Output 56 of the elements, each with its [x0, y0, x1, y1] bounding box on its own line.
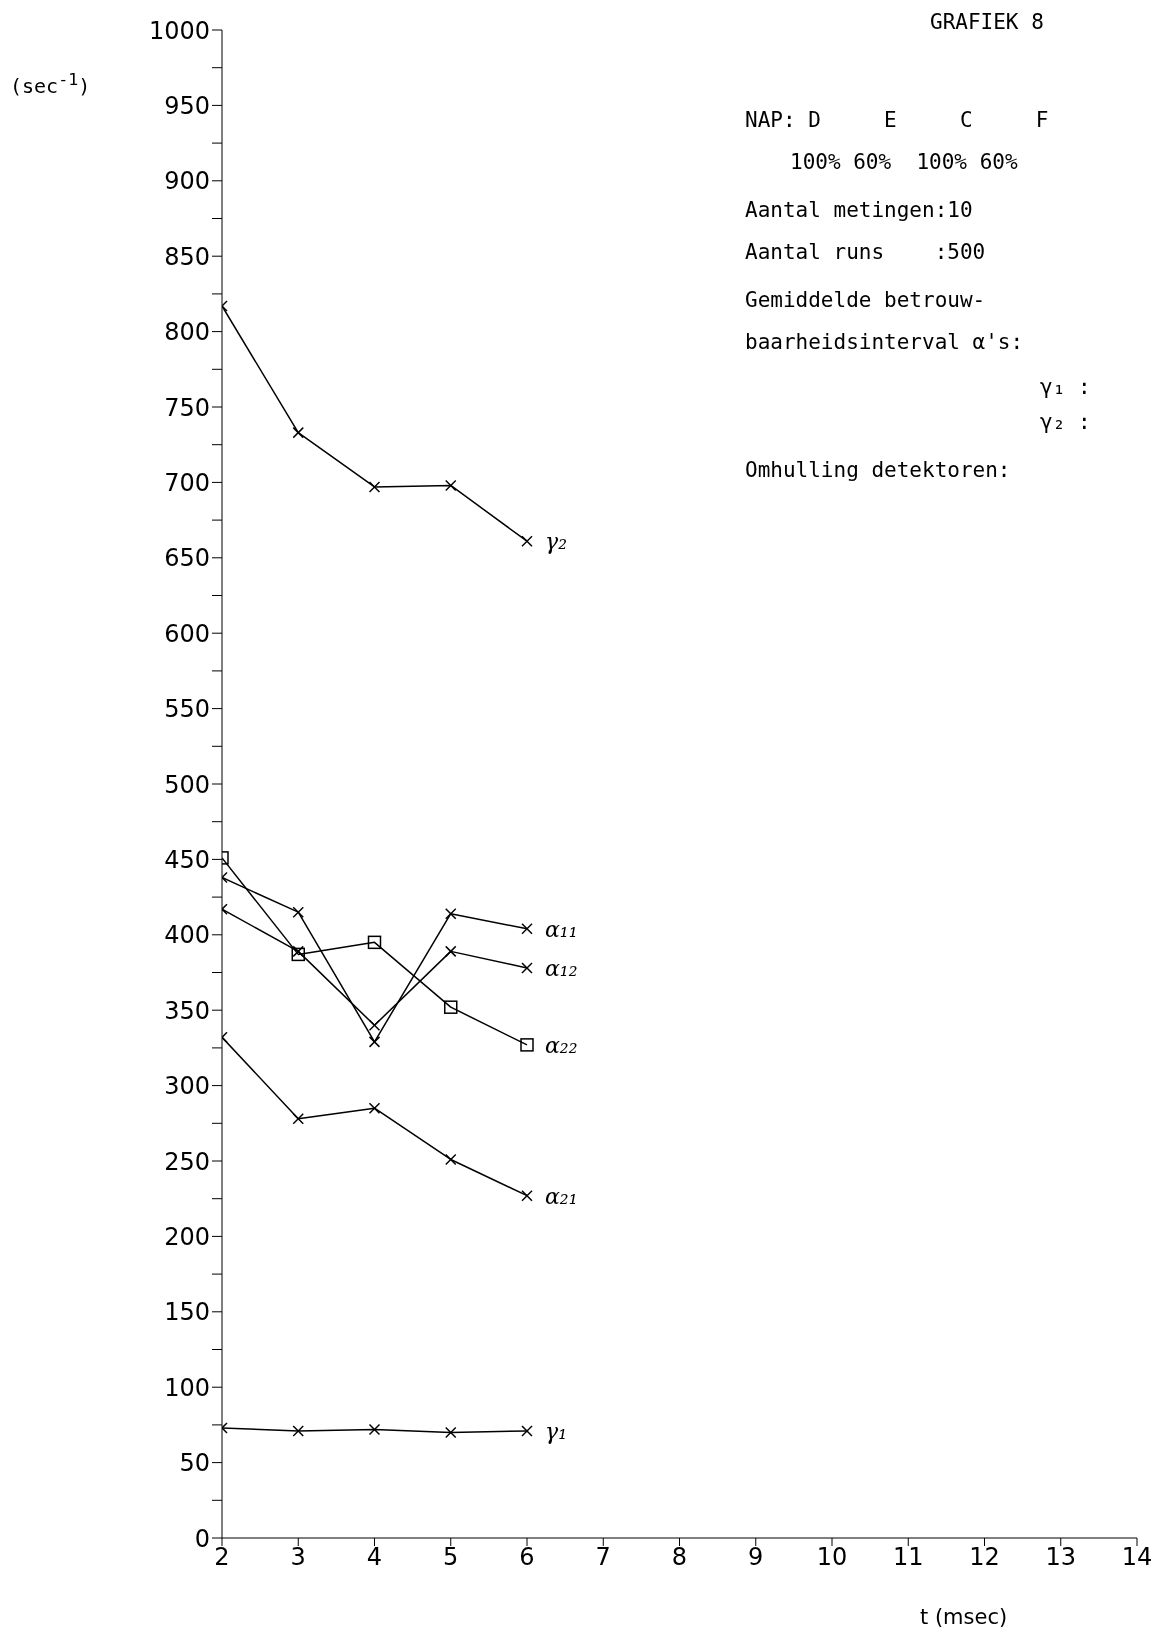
point — [520, 1038, 534, 1052]
series-label: α₂₁ — [545, 1183, 578, 1209]
y-tick-label: 550 — [164, 695, 210, 724]
y-tick-label: 200 — [164, 1222, 210, 1251]
chart-title: GRAFIEK 8 — [930, 10, 1044, 34]
y-tick-label: 150 — [164, 1298, 210, 1327]
x-tick-label: 6 — [519, 1543, 535, 1572]
x-tick-label: 14 — [1121, 1543, 1153, 1572]
x-tick-label: 4 — [366, 1543, 383, 1572]
x-tick-label: 9 — [748, 1543, 764, 1572]
y-tick-label: 450 — [164, 845, 210, 874]
x-tick-label: 11 — [892, 1543, 924, 1572]
x-tick-label: 10 — [816, 1543, 848, 1572]
annotation: baarheidsinterval α's: — [745, 330, 1024, 354]
x-tick-label: 7 — [595, 1543, 611, 1572]
y-tick-label: 900 — [164, 167, 210, 196]
y-tick-label: 100 — [164, 1373, 210, 1402]
y-tick-label: 250 — [164, 1147, 210, 1176]
y-tick-label: 400 — [164, 921, 210, 950]
x-tick-label: 12 — [969, 1543, 1000, 1572]
y-tick-label: 50 — [179, 1449, 210, 1478]
series-label: α₁₁ — [545, 916, 578, 942]
y-tick-label: 300 — [164, 1072, 210, 1101]
annotation: γ₁ : — [1040, 375, 1091, 399]
annotation: Gemiddelde betrouw- — [745, 288, 986, 312]
y-tick-label: 350 — [164, 996, 210, 1025]
y-tick-label: 650 — [164, 544, 210, 573]
point — [367, 935, 382, 950]
y-tick-label: 850 — [164, 242, 210, 271]
x-tick-label: 3 — [290, 1543, 306, 1572]
x-tick-label: 8 — [671, 1543, 688, 1572]
series-label: α₁₂ — [545, 955, 578, 981]
y-tick-label: 750 — [164, 393, 210, 422]
x-tick-label: 5 — [443, 1543, 459, 1572]
point — [444, 1000, 458, 1014]
annotation: Aantal runs :500 — [745, 240, 986, 264]
annotation: 100% 60% 100% 60% — [790, 150, 1018, 174]
x-axis-title: t (msec) — [920, 1605, 1008, 1629]
y-tick-label: 950 — [164, 91, 210, 120]
y-tick-label: 500 — [164, 770, 210, 799]
y-tick-label: 0 — [194, 1524, 210, 1553]
annotation: γ₂ : — [1040, 410, 1091, 434]
y-tick-label: 600 — [164, 619, 210, 648]
y-tick-label: 700 — [164, 468, 210, 497]
series-label: γ₂ — [545, 529, 567, 555]
x-tick-label: 2 — [214, 1543, 230, 1572]
series-label: γ₁ — [545, 1418, 567, 1444]
y-tick-label: 800 — [164, 318, 210, 347]
annotation: NAP: D E C F — [745, 108, 1049, 132]
y-tick-label: 1000 — [148, 16, 210, 45]
y-axis-title: (sec$^{-1}$) — [10, 70, 91, 98]
x-tick-label: 13 — [1045, 1543, 1077, 1572]
series-label: α₂₂ — [545, 1032, 578, 1058]
point — [291, 947, 305, 962]
annotation: Aantal metingen:10 — [745, 198, 973, 222]
annotation: Omhulling detektoren: — [745, 458, 1011, 482]
